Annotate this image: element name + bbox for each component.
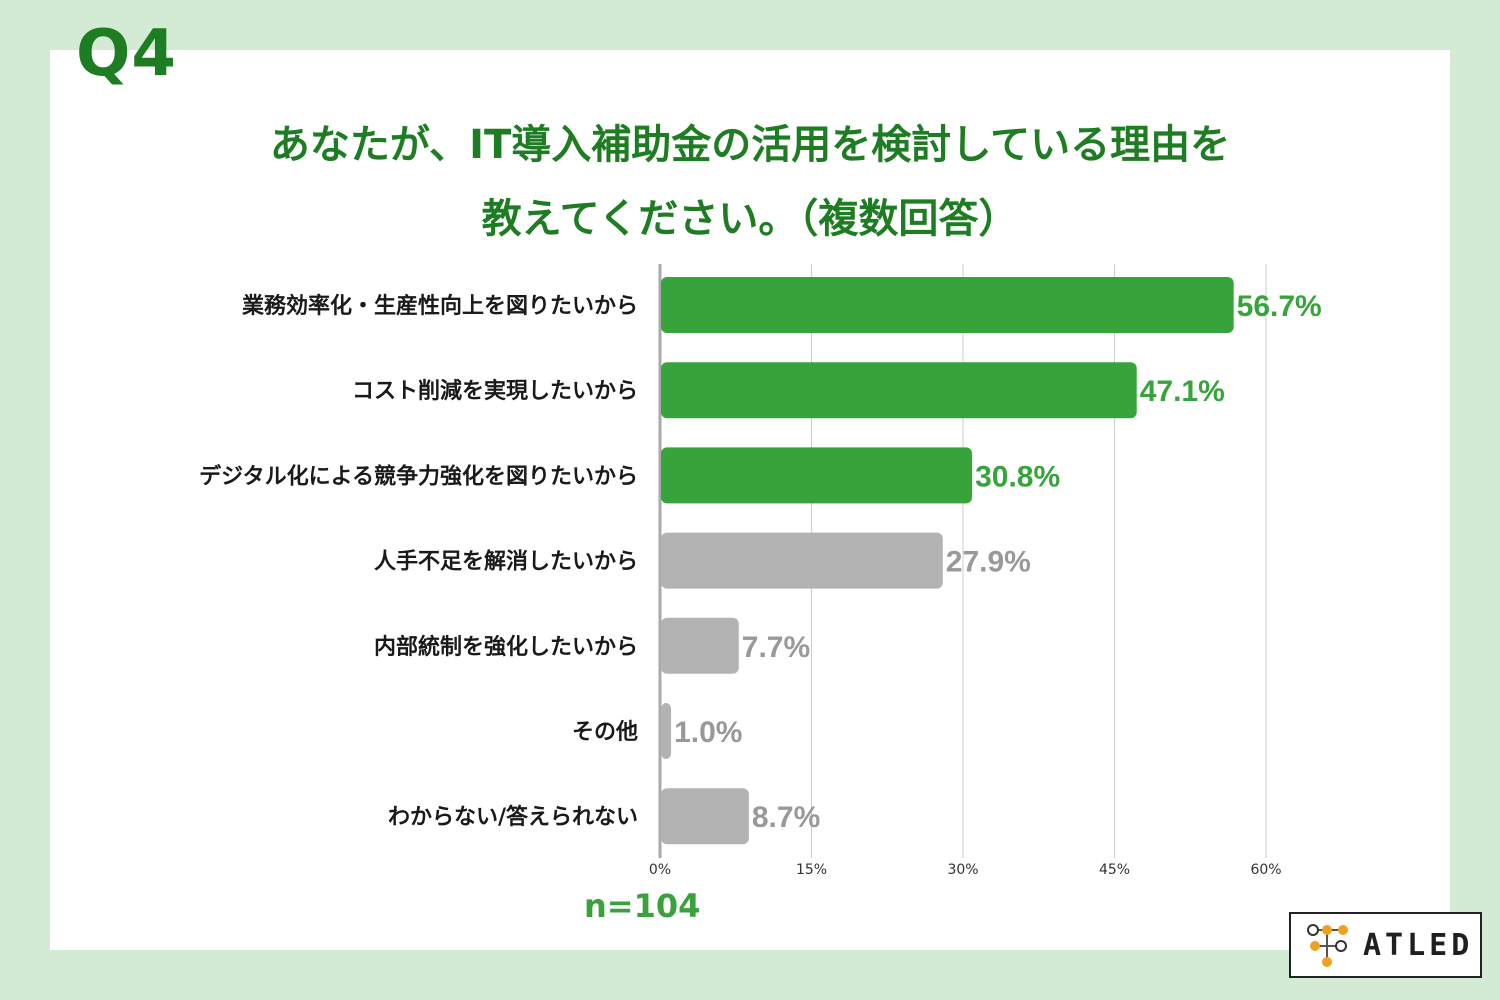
bar: [661, 447, 973, 504]
category-label: 人手不足を解消したいから: [374, 549, 638, 575]
atled-logo-icon: [1307, 924, 1348, 967]
chart-title-line2: 教えてください。（複数回答）: [481, 196, 1019, 242]
value-label: 27.9%: [946, 546, 1031, 579]
atled-logo: ATLED: [1289, 912, 1482, 978]
value-label: 1.0%: [674, 716, 742, 749]
value-label: 30.8%: [975, 460, 1060, 493]
category-label: デジタル化による競争力強化を図りたいから: [199, 463, 638, 489]
chart-title: あなたが、IT導入補助金の活用を検討している理由を 教えてください。（複数回答）: [150, 108, 1350, 256]
category-label: 内部統制を強化したいから: [374, 634, 638, 660]
x-tick-label: 30%: [947, 862, 978, 878]
bar: [661, 617, 739, 674]
category-label: その他: [572, 720, 638, 745]
category-label: 業務効率化・生産性向上を図りたいから: [242, 293, 638, 319]
bar: [661, 362, 1137, 419]
bar: [661, 277, 1234, 333]
value-label: 56.7%: [1237, 290, 1322, 323]
question-number: Q4: [76, 17, 177, 91]
category-label: わからない/答えられない: [388, 804, 638, 830]
sample-size: n=104: [584, 887, 701, 925]
bar: [661, 703, 672, 759]
chart-title-line1: あなたが、IT導入補助金の活用を検討している理由を: [269, 122, 1231, 168]
x-tick-label: 15%: [796, 862, 827, 878]
bar: [661, 532, 943, 589]
value-label: 7.7%: [742, 631, 810, 664]
x-tick-label: 60%: [1250, 862, 1281, 878]
category-label: コスト削減を実現したいから: [352, 378, 638, 404]
x-tick-label: 0%: [649, 862, 671, 878]
bar: [661, 788, 749, 845]
value-label: 8.7%: [752, 801, 820, 834]
atled-logo-text: ATLED: [1363, 928, 1474, 963]
x-tick-label: 45%: [1099, 862, 1130, 878]
value-label: 47.1%: [1140, 375, 1225, 408]
